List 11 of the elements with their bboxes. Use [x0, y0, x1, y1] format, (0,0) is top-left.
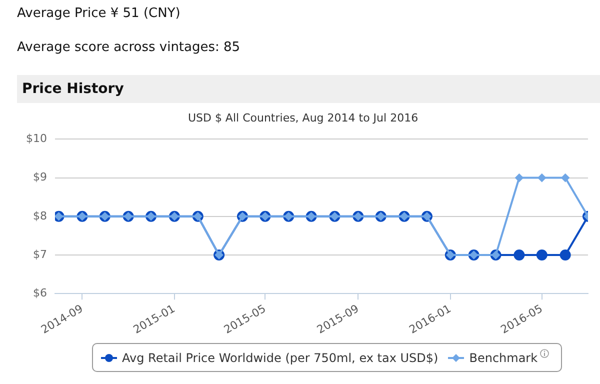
y-tick-label: $8 — [32, 209, 47, 222]
y-tick-label: $7 — [32, 248, 47, 261]
chart-subtitle: USD $ All Countries, Aug 2014 to Jul 2016 — [188, 111, 418, 124]
y-tick-label: $10 — [26, 132, 47, 146]
legend-label: Avg Retail Price Worldwide (per 750ml, ex tax USD$) — [122, 350, 438, 364]
legend-label: Benchmark — [469, 350, 538, 364]
y-tick-label: $9 — [32, 170, 47, 184]
chart-title: Price History — [17, 75, 600, 103]
y-tick-label: $6 — [32, 286, 47, 300]
text: Average Price ¥ 51 (CNY) — [17, 6, 180, 21]
text: Average score across vintages: 85 — [17, 40, 240, 55]
